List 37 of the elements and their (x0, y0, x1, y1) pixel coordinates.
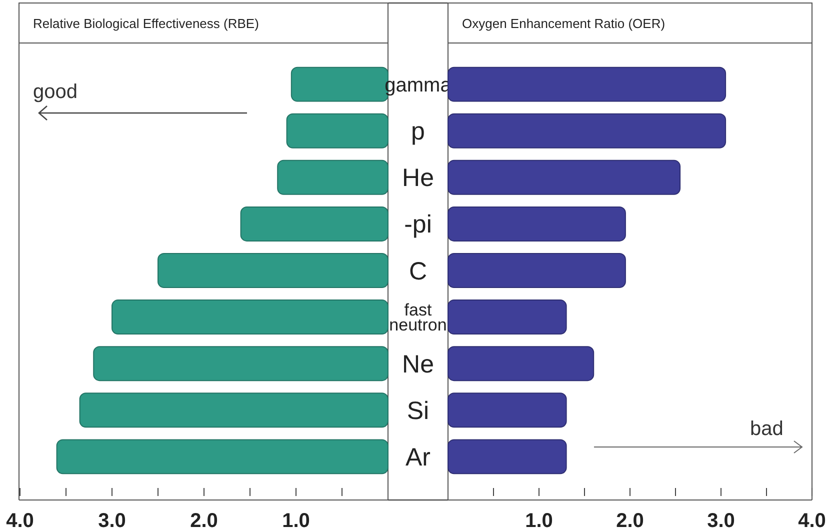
bar (448, 113, 726, 148)
bar (112, 300, 388, 335)
y-tick-label: C (408, 257, 428, 286)
y-tick-label: p (411, 118, 425, 146)
x-tick-label: 2.0 (616, 510, 644, 532)
bar (286, 113, 388, 148)
x-tick-label: 3.0 (707, 510, 735, 532)
annotation: bad (750, 418, 784, 440)
x-tick-label: 1.0 (282, 510, 310, 532)
x-tick-label: 4.0 (6, 510, 34, 532)
bar (93, 346, 388, 382)
bar (448, 66, 726, 102)
y-tick-label: Ne (402, 350, 434, 378)
chart-title: Oxygen Enhancement Ratio (OER) (462, 16, 666, 31)
y-tick-label: Si (406, 396, 430, 425)
y-tick-label: Ar (406, 443, 430, 472)
annotation: good (33, 81, 78, 103)
bar (277, 160, 388, 195)
bar (158, 253, 388, 288)
bar (448, 206, 626, 242)
bar (448, 392, 567, 428)
chart-title: Relative Biological Effectiveness (RBE) (33, 16, 259, 31)
bar (448, 160, 681, 195)
bar (56, 439, 388, 474)
bar (448, 439, 567, 474)
bar (448, 253, 626, 288)
y-tick-label: fast neutron (389, 300, 447, 335)
bar (79, 392, 388, 428)
x-tick-label: 3.0 (98, 510, 126, 532)
x-tick-label: 1.0 (525, 510, 553, 532)
bar (448, 346, 594, 382)
x-tick-label: 4.0 (798, 510, 826, 532)
bar (240, 206, 388, 242)
bar (448, 300, 567, 335)
x-tick-label: 2.0 (190, 510, 218, 532)
y-tick-label: He (402, 164, 434, 192)
y-tick-label: -pi (404, 210, 432, 239)
